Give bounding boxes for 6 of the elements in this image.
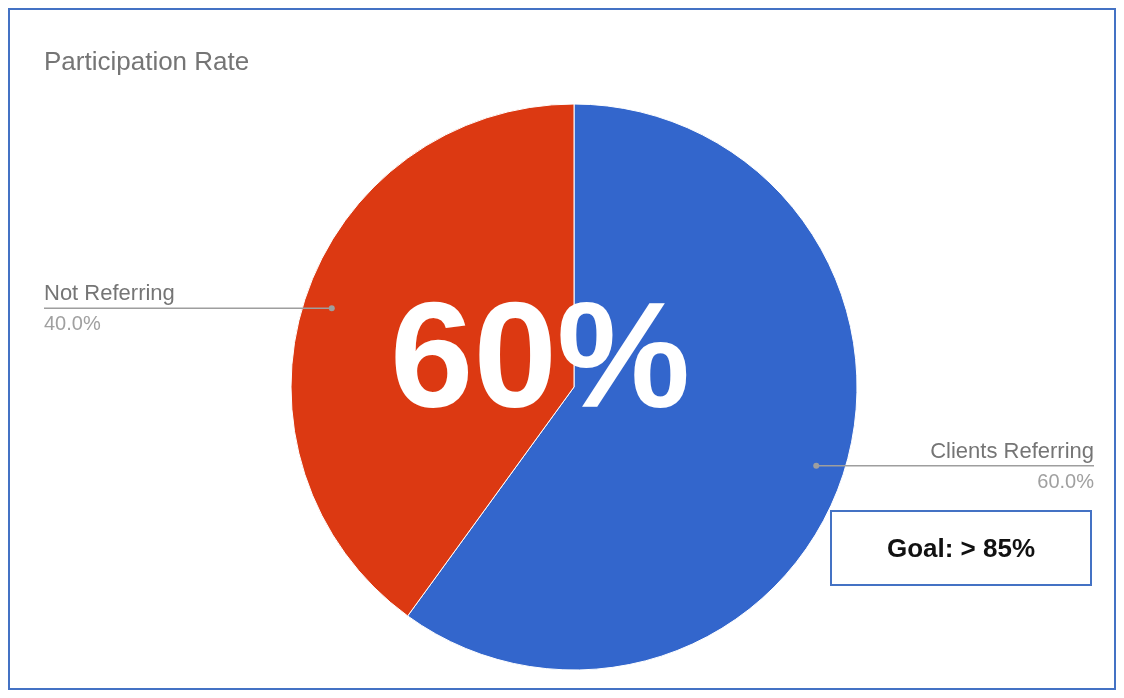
slice-label: Not Referring (44, 280, 175, 306)
data-label: 60.0% (1037, 469, 1095, 492)
slice-label: Clients Referring (930, 437, 1094, 463)
chart-title: Participation Rate (44, 46, 250, 77)
data-label: 40.0% (44, 312, 101, 335)
goal-box: Goal: > 85% (830, 510, 1092, 586)
